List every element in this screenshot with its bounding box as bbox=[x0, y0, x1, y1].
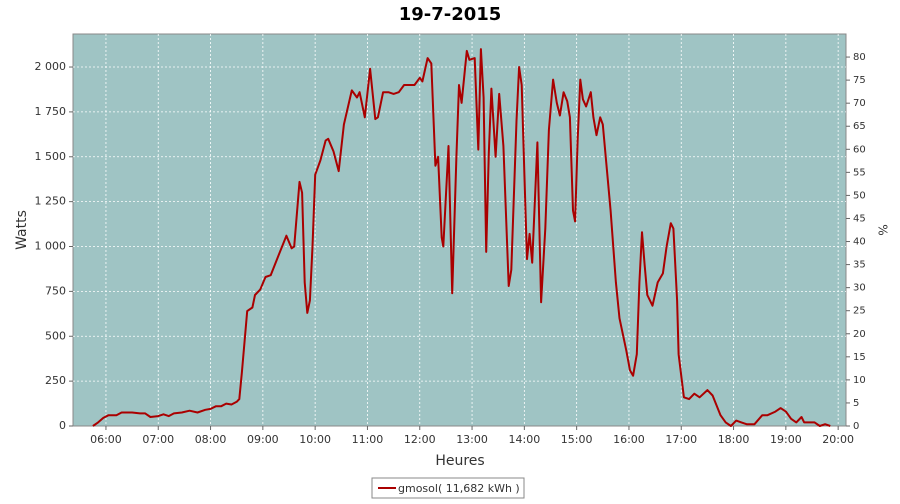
y2-tick-label: 25 bbox=[853, 306, 866, 317]
y-axis-label: Watts bbox=[14, 210, 30, 250]
x-tick-label: 13:00 bbox=[456, 433, 488, 446]
y-tick-label: 0 bbox=[59, 419, 66, 432]
y2-tick-label: 20 bbox=[853, 329, 866, 340]
y-tick-label: 750 bbox=[45, 284, 66, 297]
y2-tick-label: 70 bbox=[853, 98, 866, 109]
y2-tick-label: 45 bbox=[853, 213, 866, 224]
y-tick-label: 1 500 bbox=[35, 150, 67, 163]
x-tick-label: 06:00 bbox=[90, 433, 122, 446]
x-tick-label: 20:00 bbox=[822, 433, 854, 446]
plot-area bbox=[72, 33, 847, 427]
y2-tick-label: 5 bbox=[853, 398, 859, 409]
y2-tick-label: 10 bbox=[853, 375, 866, 386]
x-tick-label: 07:00 bbox=[142, 433, 174, 446]
y-tick-label: 250 bbox=[45, 374, 66, 387]
x-tick-label: 14:00 bbox=[509, 433, 541, 446]
y-tick-label: 1 250 bbox=[35, 195, 67, 208]
y-tick-label: 500 bbox=[45, 329, 66, 342]
x-tick-label: 08:00 bbox=[195, 433, 227, 446]
x-tick-label: 10:00 bbox=[299, 433, 331, 446]
legend: gmosol( 11,682 kWh ) bbox=[371, 477, 525, 499]
y-tick-label: 1 750 bbox=[35, 105, 67, 118]
series-line bbox=[92, 48, 831, 427]
x-tick-label: 16:00 bbox=[613, 433, 645, 446]
legend-label: gmosol( 11,682 kWh ) bbox=[398, 482, 520, 495]
x-tick-label: 15:00 bbox=[561, 433, 593, 446]
chart-title: 19-7-2015 bbox=[399, 4, 502, 25]
y2-tick-label: 0 bbox=[853, 421, 859, 432]
y2-tick-label: 50 bbox=[853, 190, 866, 201]
x-tick-label: 09:00 bbox=[247, 433, 279, 446]
x-tick-label: 19:00 bbox=[770, 433, 802, 446]
legend-box bbox=[371, 477, 525, 499]
y2-tick-label: 35 bbox=[853, 260, 866, 271]
y-tick-label: 1 000 bbox=[35, 240, 67, 253]
x-tick-label: 17:00 bbox=[665, 433, 697, 446]
x-tick-label: 18:00 bbox=[718, 433, 750, 446]
y2-tick-label: 40 bbox=[853, 237, 866, 248]
x-tick-label: 12:00 bbox=[404, 433, 436, 446]
y2-tick-label: 75 bbox=[853, 75, 866, 86]
y2-tick-label: 65 bbox=[853, 121, 866, 132]
y2-tick-label: 80 bbox=[853, 52, 866, 63]
y2-tick-label: 15 bbox=[853, 352, 866, 363]
y2-tick-label: 55 bbox=[853, 167, 866, 178]
y2-tick-label: 60 bbox=[853, 144, 866, 155]
y-tick-label: 2 000 bbox=[35, 60, 67, 73]
y2-tick-label: 30 bbox=[853, 283, 866, 294]
x-axis-label: Heures bbox=[435, 453, 484, 469]
x-tick-label: 11:00 bbox=[352, 433, 384, 446]
y2-axis-label: % bbox=[876, 224, 890, 235]
